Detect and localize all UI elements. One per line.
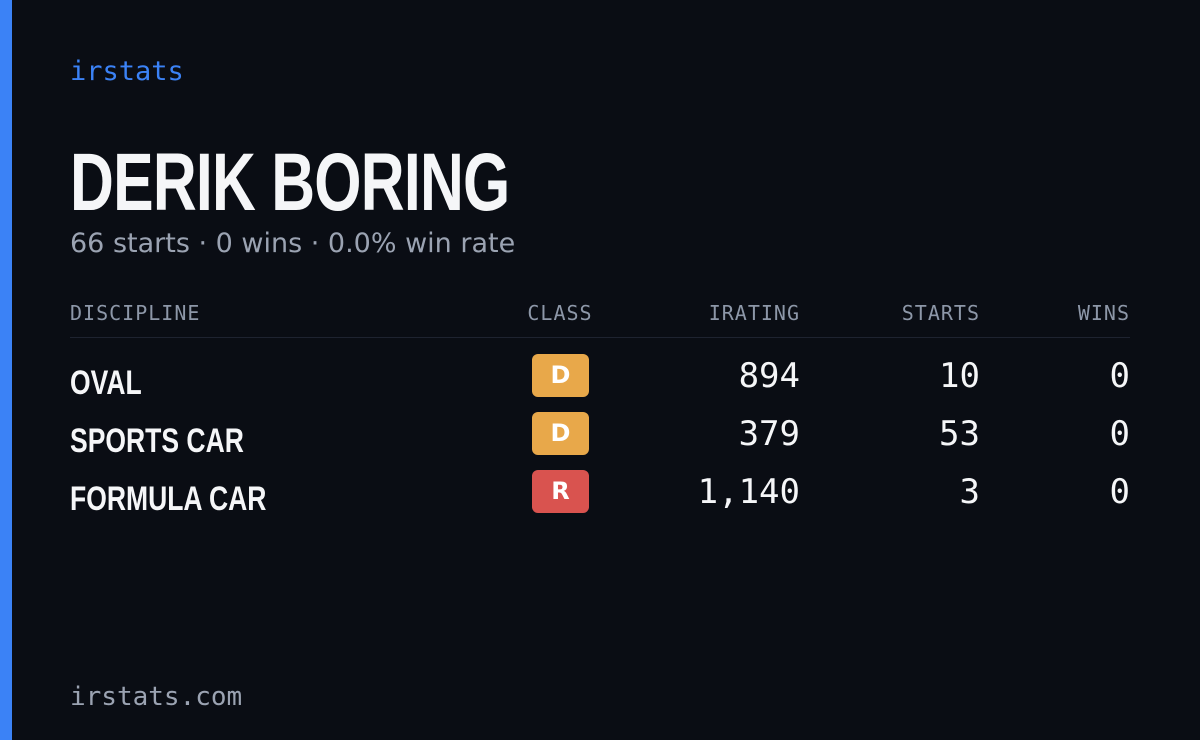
discipline: FORMULA CAR xyxy=(70,480,267,518)
wins: 0 xyxy=(1109,356,1130,396)
class-badge: D xyxy=(532,354,589,397)
brand: irstats xyxy=(70,56,184,87)
column-header: STARTS xyxy=(901,301,980,325)
discipline: SPORTS CAR xyxy=(70,422,244,460)
starts: 3 xyxy=(959,472,980,512)
class-badge: R xyxy=(532,470,589,513)
column-header: CLASS xyxy=(527,301,593,325)
summary: 66 starts · 0 wins · 0.0% win rate xyxy=(70,228,516,259)
irating: 1,140 xyxy=(697,472,800,512)
column-header: WINS xyxy=(1077,301,1130,325)
discipline: OVAL xyxy=(70,364,142,402)
class-badge: D xyxy=(532,412,589,455)
wins: 0 xyxy=(1109,414,1130,454)
column-header: DISCIPLINE xyxy=(70,301,201,325)
accent-bar xyxy=(0,0,12,740)
starts: 53 xyxy=(939,414,980,454)
column-header: IRATING xyxy=(708,301,800,325)
starts: 10 xyxy=(939,356,980,396)
divider xyxy=(70,337,1130,338)
footer: irstats.com xyxy=(70,682,243,712)
irating: 379 xyxy=(738,414,800,454)
driver-name: DERIK BORING xyxy=(70,137,510,228)
irating: 894 xyxy=(738,356,800,396)
wins: 0 xyxy=(1109,472,1130,512)
